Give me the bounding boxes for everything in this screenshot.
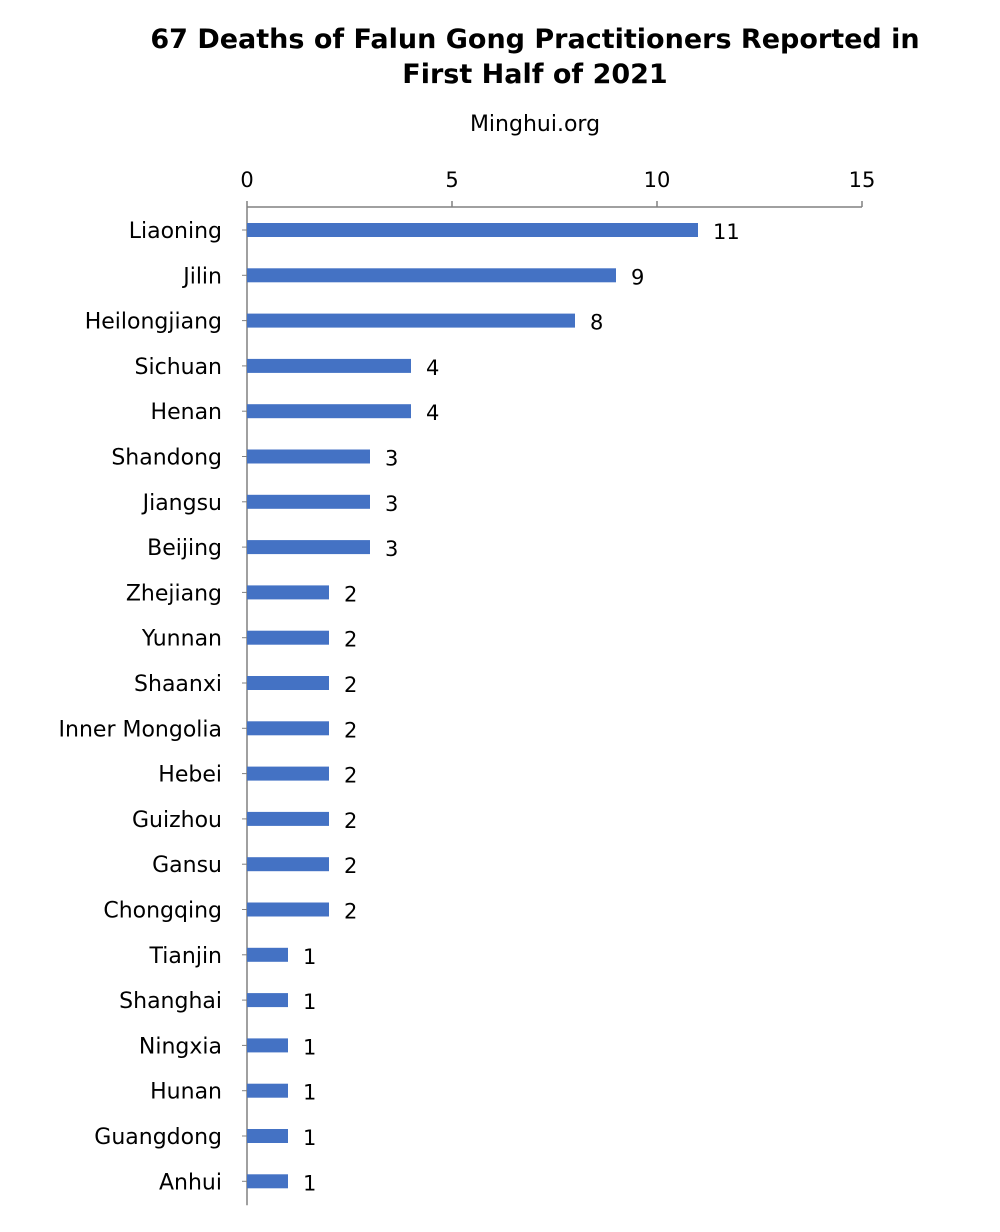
x-tick-label: 0 <box>240 168 253 192</box>
chart-title-line1: 67 Deaths of Falun Gong Practitioners Re… <box>150 24 920 55</box>
data-label: 2 <box>344 628 357 652</box>
x-tick-label: 5 <box>445 168 458 192</box>
category-label: Hebei <box>158 763 222 788</box>
category-label: Inner Mongolia <box>59 717 222 742</box>
category-label: Beijing <box>147 536 222 561</box>
category-label: Jiangsu <box>141 491 222 516</box>
bar <box>247 358 411 373</box>
x-tick-label: 15 <box>849 168 876 192</box>
category-label: Guizhou <box>132 808 222 833</box>
category-labels: Liaoning Jilin Heilongjiang Sichuan Henan Sha… <box>59 219 222 1195</box>
category-label: Hunan <box>150 1080 222 1105</box>
bar <box>247 676 329 690</box>
bar <box>247 268 616 283</box>
category-label: Tianjin <box>149 944 222 969</box>
data-label: 1 <box>303 1081 316 1105</box>
category-label: Zhejiang <box>126 581 222 606</box>
x-axis: 0 5 10 15 <box>240 168 876 208</box>
bar <box>247 223 698 237</box>
bars <box>247 223 698 1189</box>
bar <box>247 585 329 600</box>
category-label: Jilin <box>181 264 222 289</box>
bar <box>247 947 288 962</box>
data-label: 4 <box>426 356 439 380</box>
bar <box>247 404 411 419</box>
data-label: 2 <box>344 718 357 742</box>
category-label: Sichuan <box>135 355 222 380</box>
data-label: 3 <box>385 447 398 471</box>
data-label: 1 <box>303 1126 316 1150</box>
category-label: Ningxia <box>139 1034 222 1059</box>
x-tick-label: 10 <box>644 168 671 192</box>
data-label: 1 <box>303 945 316 969</box>
data-label: 3 <box>385 537 398 561</box>
y-axis <box>242 207 248 1206</box>
data-label: 2 <box>344 854 357 878</box>
bar <box>247 1129 288 1143</box>
data-label: 11 <box>713 220 740 244</box>
category-label: Shaanxi <box>134 672 222 697</box>
bar <box>247 449 370 464</box>
bar <box>247 993 288 1008</box>
category-label: Yunnan <box>141 627 222 652</box>
chart-title-line2: First Half of 2021 <box>402 59 668 90</box>
data-label: 9 <box>631 265 644 289</box>
category-label: Henan <box>151 400 222 425</box>
category-label: Chongqing <box>103 899 222 924</box>
category-label: Heilongjiang <box>85 310 222 335</box>
bar <box>247 902 329 917</box>
data-label: 3 <box>385 492 398 516</box>
bar <box>247 1038 288 1053</box>
data-label: 1 <box>303 990 316 1014</box>
category-label: Liaoning <box>129 219 222 244</box>
bar <box>247 721 329 736</box>
data-label: 2 <box>344 900 357 924</box>
bar <box>247 630 329 645</box>
category-label: Shanghai <box>119 989 222 1014</box>
bar <box>247 313 575 328</box>
data-label: 8 <box>590 311 603 335</box>
category-label: Gansu <box>152 853 222 878</box>
data-label: 1 <box>303 1171 316 1195</box>
data-label: 1 <box>303 1035 316 1059</box>
category-label: Guangdong <box>94 1125 222 1150</box>
bar <box>247 811 329 826</box>
category-label: Anhui <box>159 1170 222 1195</box>
chart-title: 67 Deaths of Falun Gong Practitioners Re… <box>35 22 1000 92</box>
bar <box>247 494 370 509</box>
bar <box>247 1083 288 1098</box>
bar <box>247 766 329 781</box>
data-label: 2 <box>344 582 357 606</box>
bar <box>247 1174 288 1189</box>
bar <box>247 540 370 555</box>
chart-subtitle: Minghui.org <box>469 112 601 137</box>
category-label: Shandong <box>111 446 222 471</box>
bar <box>247 857 329 872</box>
data-label: 4 <box>426 401 439 425</box>
data-label: 2 <box>344 764 357 788</box>
data-label: 2 <box>344 809 357 833</box>
data-label: 2 <box>344 673 357 697</box>
